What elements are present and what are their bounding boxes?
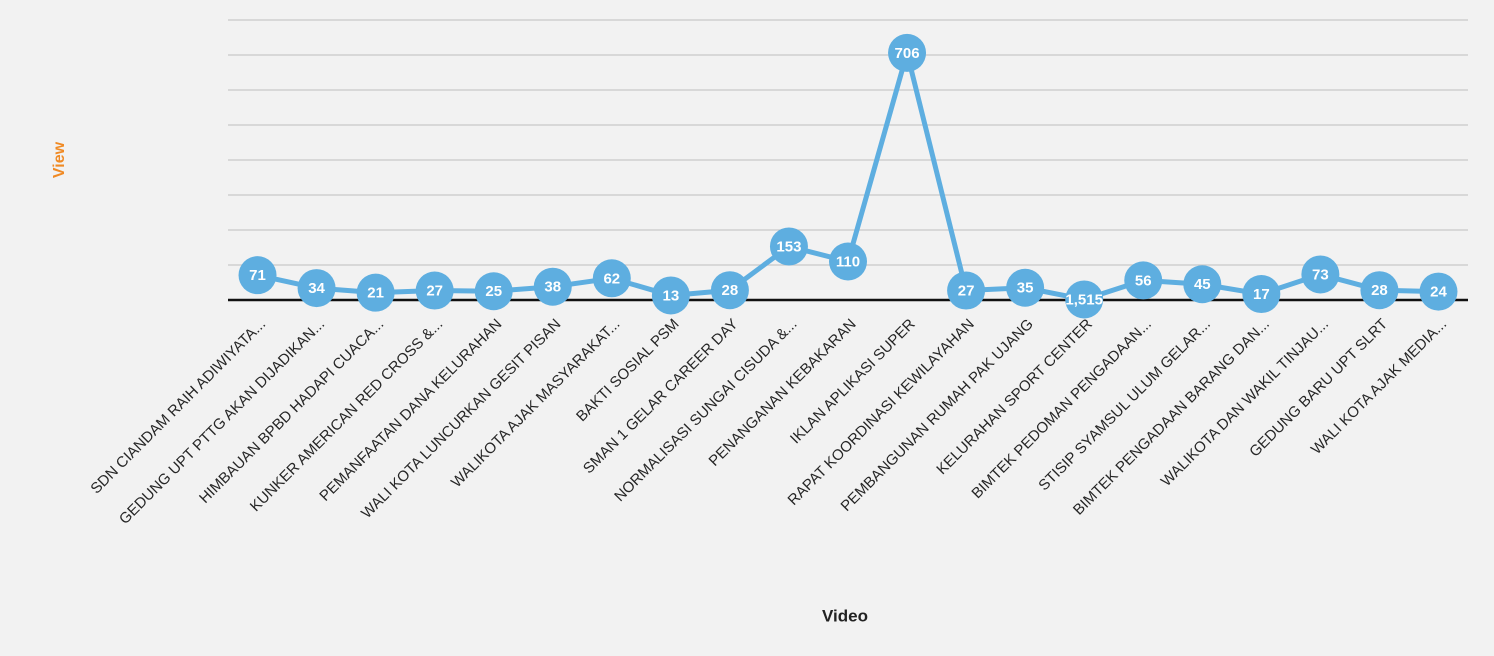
data-point bbox=[1124, 261, 1163, 300]
data-point bbox=[710, 271, 749, 310]
data-point bbox=[1419, 272, 1458, 311]
data-point bbox=[1242, 275, 1281, 314]
data-point bbox=[1301, 255, 1340, 294]
data-label: 110 bbox=[836, 253, 860, 270]
x-axis-title: Video bbox=[822, 606, 868, 625]
data-label: 153 bbox=[776, 238, 801, 255]
data-label: 62 bbox=[603, 270, 620, 287]
x-tick-label: BAKTI SOSIAL PSM bbox=[573, 316, 682, 425]
data-point bbox=[888, 33, 927, 72]
data-label: 17 bbox=[1253, 286, 1270, 303]
data-label: 24 bbox=[1430, 284, 1447, 301]
data-point bbox=[356, 273, 395, 312]
data-label: 21 bbox=[367, 285, 384, 302]
data-point bbox=[415, 271, 454, 310]
data-point bbox=[238, 256, 277, 295]
data-point bbox=[474, 272, 513, 311]
y-axis-title: View bbox=[51, 141, 68, 178]
data-point bbox=[651, 276, 690, 315]
data-point bbox=[533, 267, 572, 306]
data-label: 27 bbox=[426, 283, 443, 300]
data-label: 1,515 bbox=[1065, 291, 1103, 308]
data-label: 27 bbox=[958, 283, 975, 300]
data-label: 25 bbox=[485, 283, 502, 300]
data-point bbox=[1006, 268, 1045, 307]
data-point bbox=[1183, 265, 1222, 304]
data-point bbox=[947, 271, 986, 310]
data-label: 706 bbox=[895, 45, 920, 62]
data-label: 73 bbox=[1312, 266, 1329, 283]
data-point bbox=[769, 227, 808, 266]
data-label: 71 bbox=[249, 267, 266, 284]
data-label: 28 bbox=[722, 282, 739, 299]
data-label: 13 bbox=[663, 287, 680, 304]
data-label: 56 bbox=[1135, 272, 1152, 289]
data-label: 38 bbox=[544, 279, 561, 296]
data-point bbox=[592, 259, 631, 298]
data-label: 45 bbox=[1194, 276, 1211, 293]
data-label: 34 bbox=[308, 280, 325, 297]
data-point bbox=[829, 242, 867, 281]
data-point bbox=[1065, 280, 1104, 319]
x-tick-label: GEDUNG UPT PTTG AKAN DIJADIKAN... bbox=[116, 316, 328, 528]
data-point bbox=[297, 269, 336, 308]
data-point bbox=[1360, 271, 1399, 310]
data-label: 35 bbox=[1017, 280, 1034, 297]
data-label: 28 bbox=[1371, 282, 1388, 299]
